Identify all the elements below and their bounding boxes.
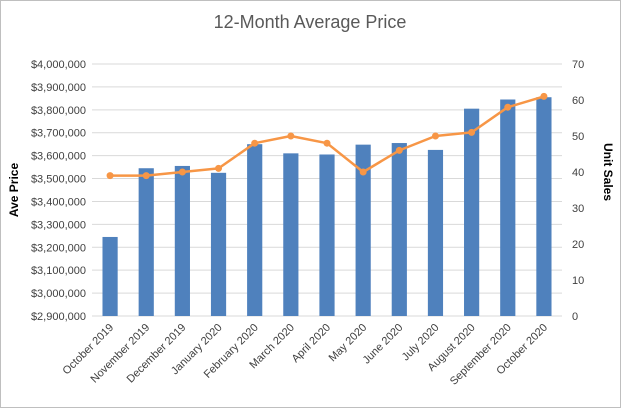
bar <box>391 143 407 316</box>
unit-sales-line <box>106 92 548 180</box>
bar <box>500 99 516 316</box>
unit-sales-point <box>504 103 512 111</box>
left-tick-label: $3,600,000 <box>31 151 86 163</box>
unit-sales-point <box>106 172 114 180</box>
unit-sales-point <box>323 139 331 147</box>
left-tick-label: $3,200,000 <box>31 242 86 254</box>
x-tick-label: April 2020 <box>290 322 334 366</box>
bar <box>210 172 227 316</box>
unit-sales-point <box>431 132 439 140</box>
unit-sales-point <box>178 168 186 176</box>
unit-sales-point <box>359 168 367 176</box>
left-tick-label: $3,400,000 <box>31 196 86 208</box>
left-tick-label: $3,700,000 <box>31 128 86 140</box>
x-tick-label: September 2020 <box>448 322 514 388</box>
unit-sales-point <box>395 146 403 154</box>
right-tick-label: 10 <box>572 275 584 287</box>
right-tick-label: 30 <box>572 203 584 215</box>
price-bars <box>102 97 552 316</box>
bar <box>138 168 154 316</box>
left-tick-label: $3,000,000 <box>31 288 86 300</box>
bar <box>283 153 299 316</box>
right-tick-label: 70 <box>572 59 584 71</box>
right-tick-label: 20 <box>572 239 584 251</box>
right-tick-label: 40 <box>572 167 584 179</box>
unit-sales-point <box>215 164 223 172</box>
bar <box>247 144 263 316</box>
unit-sales-point <box>540 92 548 100</box>
unit-sales-point <box>142 172 150 180</box>
left-axis-ticks: $2,900,000 $3,000,000 $3,100,000 $3,200,000… <box>31 59 86 323</box>
bar <box>427 149 444 316</box>
bar <box>355 144 371 316</box>
bar <box>464 108 480 316</box>
unit-sales-point <box>251 139 259 147</box>
gridlines <box>92 63 562 317</box>
left-axis-title: Ave Price <box>7 163 21 218</box>
bar <box>319 154 335 316</box>
chart-title: 12-Month Average Price <box>214 12 407 32</box>
right-tick-label: 0 <box>572 311 578 323</box>
unit-sales-point <box>468 128 476 136</box>
left-tick-label: $4,000,000 <box>31 59 86 71</box>
right-axis-ticks: 0 10 20 30 40 50 60 70 <box>572 59 584 323</box>
left-tick-label: $3,300,000 <box>31 219 86 231</box>
right-tick-label: 60 <box>572 95 584 107</box>
right-tick-label: 50 <box>572 131 584 143</box>
left-tick-label: $3,100,000 <box>31 265 86 277</box>
left-tick-label: $3,500,000 <box>31 174 86 186</box>
left-tick-label: $3,800,000 <box>31 105 86 117</box>
left-tick-label: $3,900,000 <box>31 82 86 94</box>
left-tick-label: $2,900,000 <box>31 311 86 323</box>
bar <box>174 165 190 316</box>
right-axis-title: Unit Sales <box>601 143 615 201</box>
bar <box>102 236 118 316</box>
unit-sales-point <box>287 132 295 140</box>
bar <box>536 97 552 316</box>
